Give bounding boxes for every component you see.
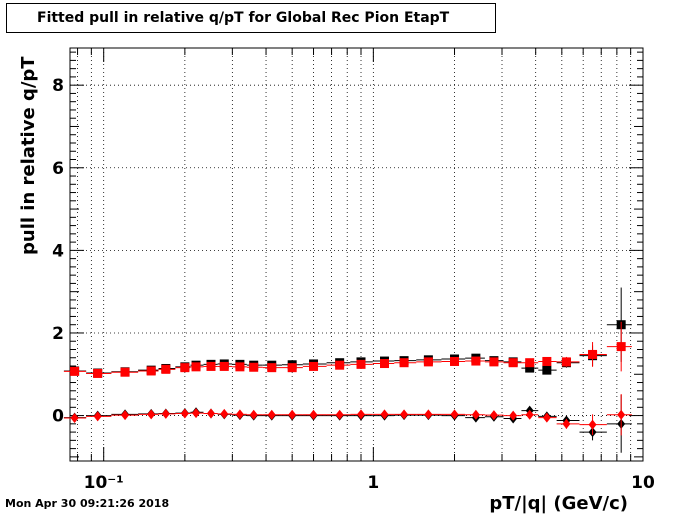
data-point <box>399 358 409 368</box>
data-point <box>542 412 551 423</box>
data-point <box>121 410 130 421</box>
chart-title: Fitted pull in relative q/pT for Global … <box>6 3 496 33</box>
data-point <box>147 409 156 420</box>
data-point <box>70 366 80 376</box>
x-tick-label: 10⁻¹ <box>84 473 124 493</box>
y-axis-title: pull in relative q/pT <box>18 56 39 255</box>
data-point <box>249 362 259 372</box>
data-point <box>588 419 597 430</box>
data-point <box>235 362 245 372</box>
data-point <box>70 413 79 424</box>
data-point <box>220 408 229 419</box>
data-point <box>309 361 319 371</box>
data-point <box>380 359 390 369</box>
axis-ticks <box>70 48 644 461</box>
data-point <box>180 363 190 373</box>
series-1 <box>63 394 632 453</box>
data-point <box>249 409 258 420</box>
series-3 <box>63 394 632 436</box>
data-point <box>450 356 460 366</box>
data-point <box>542 356 552 366</box>
x-tick-label: 10 <box>631 473 655 493</box>
data-point <box>335 360 345 370</box>
data-point <box>357 409 366 420</box>
data-point <box>267 409 276 420</box>
series-2 <box>63 321 632 378</box>
data-point <box>191 362 201 372</box>
data-point <box>561 357 571 367</box>
data-point <box>288 409 297 420</box>
data-point <box>424 409 433 420</box>
plot-border <box>69 47 644 462</box>
data-point <box>525 363 535 373</box>
y-tick-label: 0 <box>52 407 64 427</box>
timestamp: Mon Apr 30 09:21:26 2018 <box>5 497 170 510</box>
data-point <box>489 357 499 367</box>
data-point <box>180 408 189 419</box>
data-point <box>235 409 244 420</box>
x-tick-label: 1 <box>367 473 379 493</box>
data-point <box>450 409 459 420</box>
y-tick-label: 8 <box>52 76 64 96</box>
data-point <box>356 359 366 369</box>
data-point <box>617 409 626 420</box>
y-tick-label: 6 <box>52 159 64 179</box>
data-point <box>525 409 534 420</box>
data-point <box>489 410 498 421</box>
data-point <box>267 363 277 373</box>
data-point <box>192 408 201 419</box>
x-axis-title: pT/|q| (GeV/c) <box>489 493 628 514</box>
data-point <box>542 365 552 375</box>
data-marks <box>63 287 632 453</box>
axis-labels: 0 2 4 6 8 10⁻¹ 1 10 <box>52 76 655 493</box>
data-point <box>508 358 518 368</box>
plot-frame <box>69 47 644 462</box>
data-point <box>509 410 518 421</box>
data-point <box>380 409 389 420</box>
data-point <box>588 349 598 359</box>
data-point <box>161 364 171 374</box>
data-point <box>287 363 297 373</box>
grid <box>70 48 644 461</box>
data-point <box>525 358 535 368</box>
data-point <box>219 361 229 371</box>
data-point <box>562 418 571 429</box>
data-point <box>471 409 480 420</box>
data-point <box>146 366 156 376</box>
data-point <box>161 408 170 419</box>
data-point <box>616 342 626 352</box>
data-point <box>471 356 481 366</box>
data-point <box>206 408 215 419</box>
data-point <box>423 357 433 367</box>
data-point <box>93 411 102 422</box>
data-point <box>93 368 103 378</box>
data-point <box>309 409 318 420</box>
y-tick-label: 4 <box>52 241 64 261</box>
data-point <box>206 361 216 371</box>
data-point <box>400 409 409 420</box>
data-point <box>335 409 344 420</box>
y-tick-label: 2 <box>52 324 64 344</box>
data-point <box>120 367 130 377</box>
